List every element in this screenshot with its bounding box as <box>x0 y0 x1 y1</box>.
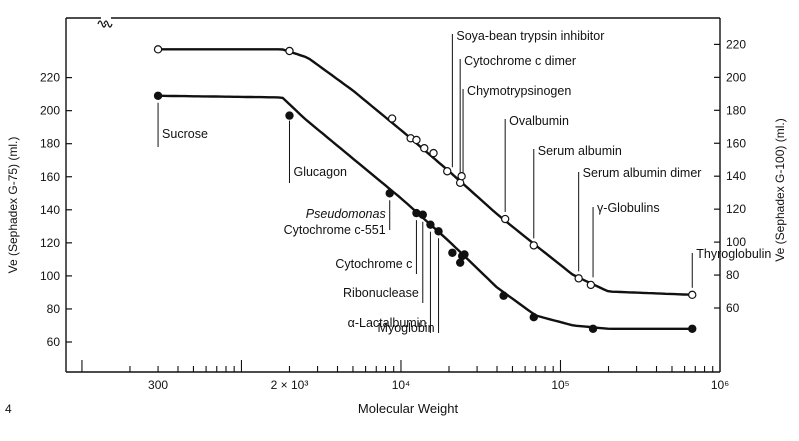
g100-point <box>529 241 538 250</box>
g100-point <box>285 46 294 56</box>
g75-point <box>285 111 294 120</box>
annotation-label: Serum albumin <box>538 144 622 158</box>
y-axis-label-left: Ve (Sephadex G-75) (ml.) <box>6 137 20 274</box>
y-right-tick-label: 120 <box>726 202 746 216</box>
annotation-label: α-Lactalbumin <box>348 316 427 330</box>
annotation-label: Cytochrome c-551 <box>284 223 386 237</box>
x-tick-label: 2 × 10³ <box>271 378 309 392</box>
g75-point <box>448 248 457 257</box>
g100-point <box>420 143 429 153</box>
annotations: Sucrose Glucagon Pseudomonas Cytochrome c-5… <box>157 29 771 335</box>
g100-point <box>455 178 465 187</box>
y-right-tick-label: 200 <box>726 70 746 84</box>
g75-point <box>460 250 469 259</box>
x-tick-label: 300 <box>148 378 168 392</box>
y-left-tick-label: 80 <box>47 302 61 316</box>
annotation-label: Sucrose <box>162 127 208 141</box>
y-right-tick-label: 60 <box>726 301 740 315</box>
g75-point <box>385 189 394 198</box>
x-tick-label: 10⁴ <box>392 378 411 392</box>
data-points <box>153 45 697 333</box>
g75-point <box>588 324 598 333</box>
g75-point <box>688 324 697 333</box>
annotation-label: Ovalbumin <box>509 114 569 128</box>
g100-point <box>412 135 421 145</box>
g100-point <box>429 148 438 158</box>
annotation-label: Chymotrypsinogen <box>467 84 571 98</box>
annotation-label: Thyroglobulin <box>696 247 771 261</box>
annotation-label: γ-Globulins <box>597 201 660 215</box>
g100-point <box>387 114 397 123</box>
y-left-tick-label: 200 <box>40 104 60 118</box>
y-right-tick-label: 100 <box>726 235 746 249</box>
y-left-tick-label: 180 <box>40 137 60 151</box>
x-tick-label: 10⁶ <box>711 378 729 392</box>
corner-label: 4 <box>5 402 12 416</box>
y-right-tick-label: 160 <box>726 136 746 150</box>
g75-point <box>153 91 163 100</box>
annotation-label: Myoglobin <box>378 321 435 335</box>
annotation-label: Ribonuclease <box>343 286 419 300</box>
y-left-tick-label: 140 <box>40 203 60 217</box>
g75-point <box>418 210 427 219</box>
y-right-tick-label: 220 <box>726 37 746 51</box>
x-axis-label: Molecular Weight <box>358 401 459 416</box>
g75-point <box>499 291 508 300</box>
y-left-tick-label: 120 <box>40 236 60 250</box>
g100-point <box>443 167 452 176</box>
annotation-label: Cytochrome c <box>335 257 412 271</box>
annotation-label: Glucagon <box>293 165 347 179</box>
axis-ticks: 60 80 100 120 140 160 180 200 220 60 80 100 120 140 16… <box>40 37 746 392</box>
g100-point <box>153 45 163 54</box>
annotation-label: Soya-bean trypsin inhibitor <box>456 29 604 43</box>
g100-point <box>457 171 466 181</box>
axis-break-mark <box>97 20 113 28</box>
curves <box>158 48 693 330</box>
g100-point <box>500 214 510 224</box>
x-tick-label: 10⁵ <box>551 378 569 392</box>
y-right-tick-label: 140 <box>726 169 746 183</box>
y-right-tick-label: 180 <box>726 103 746 117</box>
g75-point <box>426 220 435 229</box>
annotation-label: Pseudomonas <box>306 207 386 221</box>
y-axis-label-right: Ve (Sephadex G-100) (ml.) <box>773 118 787 261</box>
g100-point <box>574 274 583 283</box>
g100-point <box>688 290 697 300</box>
y-left-tick-label: 160 <box>40 170 60 184</box>
series-curve-0 <box>158 94 693 330</box>
y-left-tick-label: 60 <box>47 335 61 349</box>
g75-point <box>529 313 538 322</box>
y-left-tick-label: 100 <box>40 269 60 283</box>
annotation-label: Serum albumin dimer <box>583 166 702 180</box>
g75-point <box>434 227 443 236</box>
y-left-tick-label: 220 <box>40 71 60 85</box>
g100-point <box>586 280 596 290</box>
y-right-tick-label: 80 <box>726 268 740 282</box>
annotation-label: Cytochrome c dimer <box>464 54 576 68</box>
